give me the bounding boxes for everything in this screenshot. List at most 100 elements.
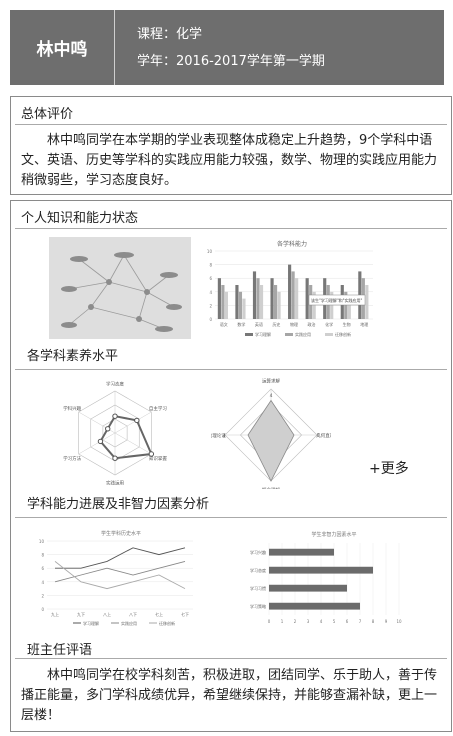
series-line bbox=[55, 547, 186, 569]
x-tick-label: 政治 bbox=[308, 321, 316, 327]
legend-swatch bbox=[245, 333, 253, 336]
student-name: 林中鸣 bbox=[10, 10, 115, 85]
radar-spoke bbox=[78, 432, 116, 455]
y-tick-label: 学习习惯 bbox=[250, 585, 266, 591]
literacy-label: 各学科素养水平 bbox=[27, 349, 119, 364]
x-tick-label: 生物 bbox=[343, 321, 351, 327]
bar bbox=[235, 285, 239, 319]
radar-point bbox=[148, 451, 155, 457]
legend-label: 实践应用 bbox=[121, 620, 137, 626]
x-tick-label: 7 bbox=[359, 619, 362, 624]
overall-text: 林中鸣同学在本学期的学业表现整体成稳定上升趋势，9个学科中语文、英语、历史等学科… bbox=[21, 133, 438, 188]
bar bbox=[270, 278, 274, 319]
radar-axis-label: 运算求解 bbox=[262, 378, 280, 385]
radar-point bbox=[105, 426, 111, 432]
radar-tick-label: 4 bbox=[316, 433, 319, 439]
y-tick-label: 学习态度 bbox=[250, 567, 266, 573]
radar-axis-label: 实践运用 bbox=[106, 480, 124, 487]
y-tick-label: 0 bbox=[209, 317, 212, 322]
course-label: 课程：化学 bbox=[137, 26, 203, 42]
radar-series-area bbox=[247, 399, 295, 482]
bar bbox=[305, 278, 309, 319]
x-tick-label: 九下 bbox=[77, 611, 85, 617]
series-line bbox=[54, 560, 186, 583]
x-tick-label: 物理 bbox=[290, 321, 298, 327]
y-tick-label: 4 bbox=[209, 290, 212, 295]
bar bbox=[273, 285, 278, 319]
x-tick-label: 10 bbox=[396, 619, 402, 624]
series-line bbox=[54, 561, 186, 590]
term-label: 学年：2016-2017学年第一学期 bbox=[137, 53, 325, 69]
radar-axis-label: 概念理解 bbox=[262, 486, 280, 489]
bar bbox=[242, 298, 246, 319]
chart-title: 学生非智力因素水平 bbox=[311, 531, 356, 538]
x-tick-label: 英语 bbox=[255, 321, 263, 327]
divider bbox=[15, 228, 447, 229]
legend-label: 迁移创新 bbox=[335, 331, 351, 337]
report-header: 林中鸣 课程：化学 学年：2016-2017学年第一学期 bbox=[10, 10, 444, 85]
radar-axis-label: 学习态度 bbox=[106, 380, 124, 387]
legend-label: 学习理解 bbox=[83, 620, 99, 626]
literacy-network-graph bbox=[49, 237, 191, 339]
legend-label: 迁移创新 bbox=[159, 620, 175, 626]
divider bbox=[15, 124, 447, 125]
x-tick-label: 八上 bbox=[103, 611, 111, 617]
radar-point bbox=[112, 455, 118, 461]
x-tick-label: 历史 bbox=[272, 321, 280, 327]
x-tick-label: 5 bbox=[333, 619, 336, 624]
x-tick-label: 9 bbox=[385, 619, 388, 624]
legend-label: 学习理解 bbox=[255, 331, 271, 337]
x-tick-label: 3 bbox=[307, 619, 310, 624]
legend-swatch bbox=[285, 333, 293, 336]
radar-point bbox=[97, 438, 104, 445]
bar bbox=[330, 291, 334, 319]
ability-radar-chart: 运算求解4几何直观4概念理解4推理论证4 bbox=[211, 378, 331, 489]
bar bbox=[252, 271, 257, 319]
x-tick-label: 地理 bbox=[360, 321, 368, 327]
bar bbox=[347, 298, 351, 319]
y-tick-label: 6 bbox=[41, 566, 44, 571]
y-tick-label: 学习兴趣 bbox=[250, 549, 266, 555]
divider bbox=[15, 369, 447, 370]
y-tick-label: 6 bbox=[209, 276, 212, 281]
radar-spoke bbox=[114, 411, 152, 434]
y-tick-label: 学习策略 bbox=[250, 603, 266, 609]
radar-axis-label: 知识掌握 bbox=[149, 455, 167, 462]
annotation-box bbox=[308, 294, 366, 306]
knowledge-title: 个人知识和能力状态 bbox=[21, 211, 139, 226]
teacher-comment-title: 班主任评语 bbox=[27, 643, 93, 658]
subject-ability-chart: 各学科能力 0 2 4 6 8 10 语文 数学 英语 历史 物理 政治 化学 生物 地理 该生"学习理解"和"… bbox=[207, 240, 373, 337]
overall-section: 总体评价 林中鸣同学在本学期的学业表现整体成稳定上升趋势，9个学科中语文、英语、… bbox=[10, 96, 452, 195]
chart-annotation: 该生"学习理解"和"实践应用" bbox=[308, 294, 366, 306]
teacher-comment-text: 林中鸣同学在校学科刻苦，积极进取，团结同学、乐于助人，善于传播正能量，多门学科成… bbox=[21, 668, 438, 723]
knowledge-section: 个人知识和能力状态 各学科能力 0 2 4 6 8 10 语文 数学 英语 历史 物理 政治 化学 生物 地理… bbox=[10, 200, 452, 732]
legend-swatch bbox=[325, 333, 333, 336]
annotation-text: 该生"学习理解"和"实践应用" bbox=[311, 297, 363, 303]
more-link[interactable]: +更多 bbox=[369, 461, 409, 477]
radar-tick-label: 4 bbox=[270, 393, 273, 399]
ability-label: 学科能力进展及非智力因素分析 bbox=[27, 497, 210, 512]
course-info: 课程：化学 学年：2016-2017学年第一学期 bbox=[115, 10, 325, 85]
y-tick-label: 8 bbox=[41, 553, 44, 558]
legend-label: 实践应用 bbox=[295, 331, 311, 337]
y-tick-label: 10 bbox=[39, 539, 45, 544]
bar bbox=[344, 291, 348, 319]
bar bbox=[224, 291, 228, 319]
bar bbox=[238, 291, 243, 319]
bar bbox=[269, 566, 373, 574]
radar-point bbox=[134, 417, 140, 424]
bar bbox=[256, 278, 260, 319]
bar bbox=[269, 584, 347, 592]
radar-axis-label: 学科兴趣 bbox=[63, 405, 81, 412]
bar bbox=[365, 285, 369, 319]
x-tick-label: 数学 bbox=[237, 321, 245, 327]
y-tick-label: 0 bbox=[41, 607, 44, 612]
radar-axis-label: 自主学习 bbox=[149, 405, 167, 412]
radar-axis-label: 推理论证 bbox=[211, 432, 226, 439]
bar bbox=[269, 602, 360, 610]
bar bbox=[288, 264, 292, 319]
y-tick-label: 8 bbox=[209, 263, 212, 268]
